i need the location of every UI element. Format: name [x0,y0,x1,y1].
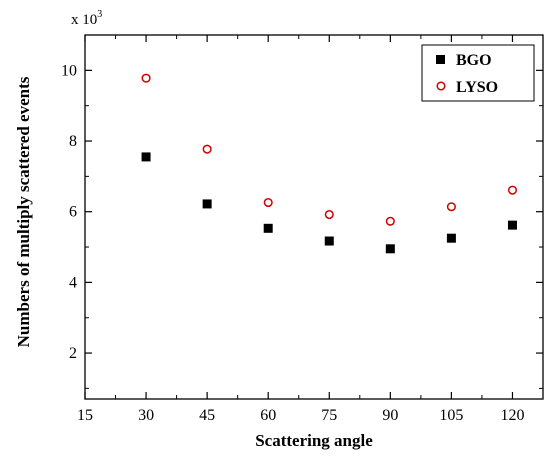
point-lyso [385,216,395,226]
point-lyso [202,144,212,154]
point-bgo [324,236,334,246]
point-bgo [446,233,456,243]
legend-label-lyso: LYSO [456,79,498,96]
y-tick-label: 10 [61,62,77,79]
x-tick-label: 30 [138,407,154,424]
y-tick-label: 6 [69,204,77,221]
legend-box [421,44,535,102]
legend-label-bgo: BGO [456,52,492,69]
point-lyso [141,73,151,83]
x-tick-label: 105 [439,407,463,424]
y-tick-label: 4 [69,274,77,291]
x-tick-label: 75 [321,407,337,424]
y-tick-label: 8 [69,133,77,150]
y-axis-title: Numbers of multiply scattered events [14,76,33,347]
point-bgo [202,199,212,209]
point-lyso [446,202,456,212]
legend-marker-bgo [436,55,445,64]
y-tick-label: 2 [69,345,77,362]
point-lyso [324,209,334,220]
legend-marker-lyso [436,81,446,91]
point-bgo [385,244,395,254]
x-tick-label: 120 [500,407,524,424]
point-lyso [507,185,518,195]
point-bgo [507,220,517,230]
x-tick-label: 60 [260,407,276,424]
x-tick-label: 15 [77,407,93,424]
plot-frame [84,34,544,400]
data-markers [141,73,518,254]
y-multiplier-label: x 103 [71,9,102,28]
x-tick-label: 45 [199,407,215,424]
x-axis-title: Scattering angle [255,431,373,450]
point-lyso [263,197,273,208]
point-bgo [141,152,151,162]
x-axis: 15 30 45 60 75 90 105 120 [77,35,524,424]
point-bgo [263,223,273,233]
legend: BGO LYSO [421,44,535,102]
y-axis: 2 4 6 8 10 [61,62,543,389]
x-tick-label: 90 [382,407,398,424]
